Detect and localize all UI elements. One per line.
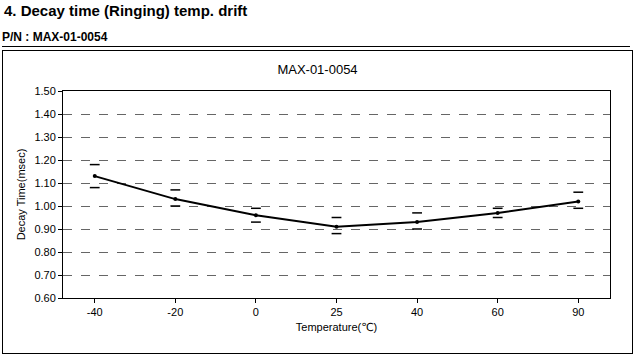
svg-text:Temperature(℃): Temperature(℃) bbox=[296, 321, 377, 333]
svg-text:0.80: 0.80 bbox=[34, 246, 55, 258]
html-text:P/N : MAX-01-0054: P/N : MAX-01-0054 bbox=[2, 30, 108, 44]
svg-text:0.90: 0.90 bbox=[34, 223, 55, 235]
html-text:4. Decay time (Ringing) temp.: 4. Decay time (Ringing) temp. drift bbox=[4, 2, 248, 19]
svg-text:0.60: 0.60 bbox=[34, 292, 55, 304]
svg-text:Decay Time(msec): Decay Time(msec) bbox=[15, 149, 27, 241]
svg-text:90: 90 bbox=[572, 306, 584, 318]
svg-text:1.00: 1.00 bbox=[34, 200, 55, 212]
svg-text:60: 60 bbox=[492, 306, 504, 318]
svg-text:-40: -40 bbox=[87, 306, 103, 318]
svg-text:MAX-01-0054: MAX-01-0054 bbox=[277, 62, 357, 77]
svg-text:1.10: 1.10 bbox=[34, 177, 55, 189]
svg-text:1.50: 1.50 bbox=[34, 85, 55, 97]
svg-text:0: 0 bbox=[253, 306, 259, 318]
svg-text:25: 25 bbox=[330, 306, 342, 318]
svg-text:-20: -20 bbox=[167, 306, 183, 318]
svg-text:40: 40 bbox=[411, 306, 423, 318]
svg-text:1.40: 1.40 bbox=[34, 108, 55, 120]
svg-text:0.70: 0.70 bbox=[34, 269, 55, 281]
svg-text:1.30: 1.30 bbox=[34, 131, 55, 143]
svg-text:1.20: 1.20 bbox=[34, 154, 55, 166]
